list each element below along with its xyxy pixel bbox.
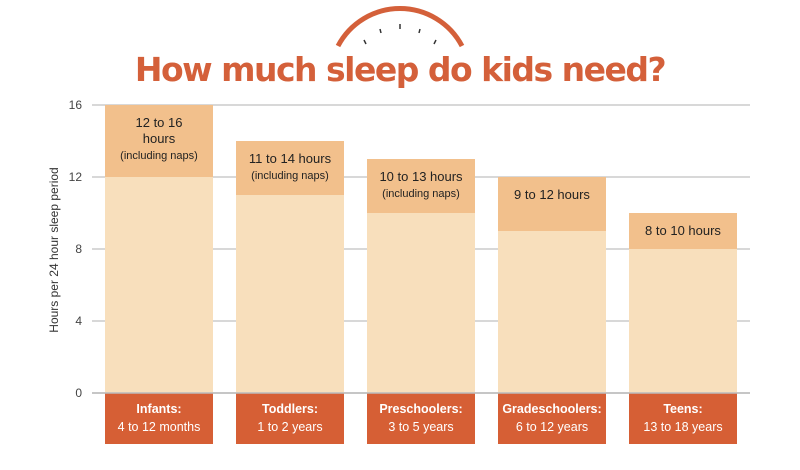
bar-value-label: 12 to 16: [136, 115, 183, 130]
category-ages: 3 to 5 years: [388, 420, 453, 434]
bar-value-label: (including naps): [382, 188, 460, 200]
category-name: Preschoolers:: [379, 402, 462, 416]
bar-base: [236, 195, 344, 393]
category-ages: 1 to 2 years: [257, 420, 322, 434]
bar-value-label: 8 to 10 hours: [645, 223, 721, 238]
bar-range: [498, 177, 606, 231]
category-name: Gradeschoolers:: [502, 402, 601, 416]
chart-title: How much sleep do kids need?: [134, 50, 667, 89]
category-ages: 6 to 12 years: [516, 420, 588, 434]
category-box: [629, 393, 737, 444]
bar-value-label: (including naps): [120, 150, 198, 162]
bar-value-label: 11 to 14 hours: [249, 151, 332, 166]
category-name: Infants:: [136, 402, 181, 416]
y-tick-label: 8: [75, 242, 82, 256]
bar-range: [105, 105, 213, 177]
bar-range: [236, 141, 344, 195]
category-box: [498, 393, 606, 444]
bar-base: [498, 231, 606, 393]
bar-base: [367, 213, 475, 393]
bar-range: [629, 213, 737, 249]
bar-value-label: 10 to 13 hours: [379, 169, 463, 184]
bar-value-label: 9 to 12 hours: [514, 187, 590, 202]
bar-base: [105, 177, 213, 393]
category-box: [236, 393, 344, 444]
bar-range: [367, 159, 475, 213]
y-tick-label: 16: [69, 98, 83, 112]
category-ages: 13 to 18 years: [643, 420, 722, 434]
category-ages: 4 to 12 months: [118, 420, 201, 434]
y-tick-label: 0: [75, 386, 82, 400]
category-name: Toddlers:: [262, 402, 318, 416]
bar-value-label: (including naps): [251, 170, 329, 182]
y-tick-label: 12: [69, 170, 83, 184]
category-box: [367, 393, 475, 444]
bar-base: [629, 249, 737, 393]
clock-icon: [335, 5, 465, 48]
category-name: Teens:: [663, 402, 702, 416]
bar-value-label: hours: [143, 131, 176, 146]
y-tick-label: 4: [75, 314, 82, 328]
y-axis-label: Hours per 24 hour sleep period: [47, 167, 61, 332]
category-box: [105, 393, 213, 444]
